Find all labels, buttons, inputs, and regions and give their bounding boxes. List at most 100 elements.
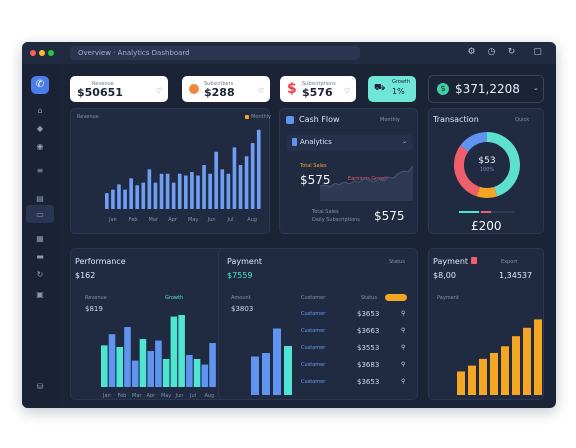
x-tick-label: Apr xyxy=(168,217,178,223)
bar xyxy=(523,327,531,395)
panel-title: Transaction xyxy=(433,115,479,124)
bar xyxy=(105,193,109,209)
performance-panel: Performance $162 Revenue Growth $819 Jan… xyxy=(70,248,232,400)
x-tick-label: Mar xyxy=(149,217,159,223)
legend-swatch xyxy=(245,115,249,119)
x-tick-label: Aug xyxy=(205,393,215,399)
bar xyxy=(111,189,115,209)
chevron-down-icon[interactable]: ⌄ xyxy=(533,84,539,92)
stat-value: $50651 xyxy=(77,86,123,99)
search-icon[interactable]: ⚲ xyxy=(401,310,406,317)
payment-bar-chart xyxy=(251,328,292,395)
status-toggle[interactable] xyxy=(385,294,407,301)
performance-value: $162 xyxy=(75,271,96,280)
bar xyxy=(232,147,237,209)
bar xyxy=(284,346,292,395)
x-tick-label: Jan xyxy=(102,393,111,399)
table-row[interactable]: Customer $3553 ⚲ xyxy=(301,343,413,355)
home-icon[interactable]: ⌂ xyxy=(37,106,43,115)
bar xyxy=(512,336,520,395)
donut-center-value: $53 xyxy=(478,156,496,166)
status-dropdown[interactable]: Status xyxy=(389,259,405,265)
bar xyxy=(468,365,476,395)
refresh-icon[interactable]: ↻ xyxy=(36,270,44,279)
donut-slice xyxy=(453,145,481,197)
globe-icon[interactable]: ◉ xyxy=(36,142,44,151)
stat-card-subscriptions[interactable]: $ Subscriptions $576 ♡ xyxy=(280,76,356,102)
bar xyxy=(178,315,185,387)
table-row[interactable]: Customer $3663 ⚲ xyxy=(301,326,413,338)
card-icon[interactable]: ▬ xyxy=(36,252,44,261)
panel-title: Payment xyxy=(433,257,469,266)
donut-center-sub: 100% xyxy=(479,167,495,173)
heart-icon[interactable]: ♡ xyxy=(156,87,163,95)
donut-slice xyxy=(476,186,498,198)
gear-icon[interactable]: ⚙ xyxy=(467,47,476,57)
bar xyxy=(153,182,158,209)
amount-value: $3803 xyxy=(231,305,254,313)
search-icon[interactable]: ⚲ xyxy=(401,327,406,334)
balance-card[interactable]: $ $371,2208 ⌄ xyxy=(428,75,544,103)
stat-label: Subscriptions xyxy=(302,81,336,87)
progress-fill xyxy=(459,211,479,213)
flag-icon xyxy=(471,257,477,264)
chart-icon[interactable]: ▤ xyxy=(36,194,44,203)
period-dropdown[interactable]: Monthly xyxy=(380,117,401,123)
bar xyxy=(135,185,140,209)
column-header: Customer xyxy=(301,295,326,301)
stat-card-growth[interactable]: ⛟ Growth 1% xyxy=(368,76,416,102)
bar xyxy=(209,343,216,387)
folder-icon[interactable]: ▭ xyxy=(36,210,44,219)
bar xyxy=(165,173,170,209)
tag-icon[interactable]: ◆ xyxy=(36,124,44,133)
table-row[interactable]: Customer $3653 ⚲ xyxy=(301,377,413,389)
panel-title: Revenue xyxy=(77,114,99,120)
search-icon[interactable]: ⚲ xyxy=(401,344,406,351)
x-tick-label: Jan xyxy=(108,217,117,223)
window-icon[interactable]: ▢ xyxy=(533,47,542,57)
calendar-icon[interactable]: ▦ xyxy=(36,234,44,243)
table-row[interactable]: Customer $3653 ⚲ xyxy=(301,309,413,321)
bar xyxy=(490,353,498,395)
analytics-row[interactable]: Analytics ⌄ xyxy=(286,135,413,151)
search-icon[interactable]: ⚲ xyxy=(401,378,406,385)
database-icon[interactable]: ⛁ xyxy=(36,382,44,391)
cart-icon: ⛟ xyxy=(374,83,386,93)
x-tick-label: Jul xyxy=(227,217,234,223)
phone-icon[interactable]: ✆ xyxy=(31,76,49,94)
heart-icon[interactable]: ♡ xyxy=(344,87,351,95)
stat-value: $288 xyxy=(204,86,235,99)
stat-card-subscribers[interactable]: Subscribers $288 ♡ xyxy=(182,76,270,102)
footer-label: Daily Subscriptions xyxy=(312,217,360,223)
close-dot[interactable] xyxy=(30,50,36,56)
bar xyxy=(184,175,188,209)
export-button[interactable]: Export xyxy=(501,259,518,265)
clock-icon[interactable]: ◷ xyxy=(487,47,496,57)
search-icon[interactable]: ⚲ xyxy=(401,361,406,368)
earnings-tag: Earnings Growth xyxy=(348,176,390,182)
bar xyxy=(101,345,108,387)
quick-link[interactable]: Quick xyxy=(515,117,530,123)
minimize-dot[interactable] xyxy=(39,50,45,56)
stat-label: Growth xyxy=(392,79,411,85)
stat-card-revenue[interactable]: Revenue $50651 ♡ xyxy=(70,76,168,102)
archive-icon[interactable]: ▣ xyxy=(36,290,44,299)
balance-value: $371,2208 xyxy=(455,82,520,96)
transaction-panel: Transaction Quick $53 100% £200 xyxy=(428,108,544,234)
title-bar: Overview · Analytics Dashboard ⚙ ◷ ↻ ▢ xyxy=(22,42,556,64)
total-sales-label: Total Sales xyxy=(300,163,327,169)
bar xyxy=(117,184,121,209)
heart-icon[interactable]: ♡ xyxy=(258,87,265,95)
maximize-dot[interactable] xyxy=(48,50,54,56)
table-row[interactable]: Customer $3683 ⚲ xyxy=(301,360,413,372)
chevron-down-icon[interactable]: ⌄ xyxy=(402,138,408,145)
bar xyxy=(273,328,281,395)
bar xyxy=(457,371,465,395)
dashboard-window: Overview · Analytics Dashboard ⚙ ◷ ↻ ▢ ✆… xyxy=(22,42,556,408)
refresh-icon[interactable]: ↻ xyxy=(507,47,516,57)
list-icon[interactable]: ≡ xyxy=(36,166,44,175)
bar xyxy=(202,165,206,209)
sidebar-active-bg xyxy=(26,205,54,223)
checkbox-icon[interactable] xyxy=(286,116,294,124)
x-tick-label: Mar xyxy=(132,393,142,399)
